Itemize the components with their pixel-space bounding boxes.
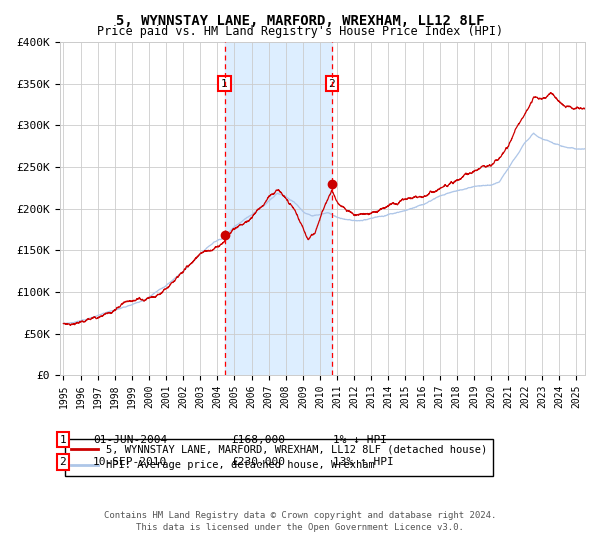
Text: 1% ↓ HPI: 1% ↓ HPI (333, 435, 387, 445)
Text: 2: 2 (328, 78, 335, 88)
Text: This data is licensed under the Open Government Licence v3.0.: This data is licensed under the Open Gov… (136, 523, 464, 532)
Text: 01-JUN-2004: 01-JUN-2004 (93, 435, 167, 445)
Text: 1: 1 (221, 78, 228, 88)
Text: 10-SEP-2010: 10-SEP-2010 (93, 457, 167, 467)
Legend: 5, WYNNSTAY LANE, MARFORD, WREXHAM, LL12 8LF (detached house), HPI: Average pric: 5, WYNNSTAY LANE, MARFORD, WREXHAM, LL12… (65, 438, 493, 477)
Text: Price paid vs. HM Land Registry's House Price Index (HPI): Price paid vs. HM Land Registry's House … (97, 25, 503, 38)
Text: £230,000: £230,000 (231, 457, 285, 467)
Text: 2: 2 (59, 457, 67, 467)
Text: 13% ↑ HPI: 13% ↑ HPI (333, 457, 394, 467)
Bar (224, 42, 332, 375)
Text: Contains HM Land Registry data © Crown copyright and database right 2024.: Contains HM Land Registry data © Crown c… (104, 511, 496, 520)
Text: £168,000: £168,000 (231, 435, 285, 445)
Text: 1: 1 (59, 435, 67, 445)
Text: 5, WYNNSTAY LANE, MARFORD, WREXHAM, LL12 8LF: 5, WYNNSTAY LANE, MARFORD, WREXHAM, LL12… (116, 14, 484, 28)
